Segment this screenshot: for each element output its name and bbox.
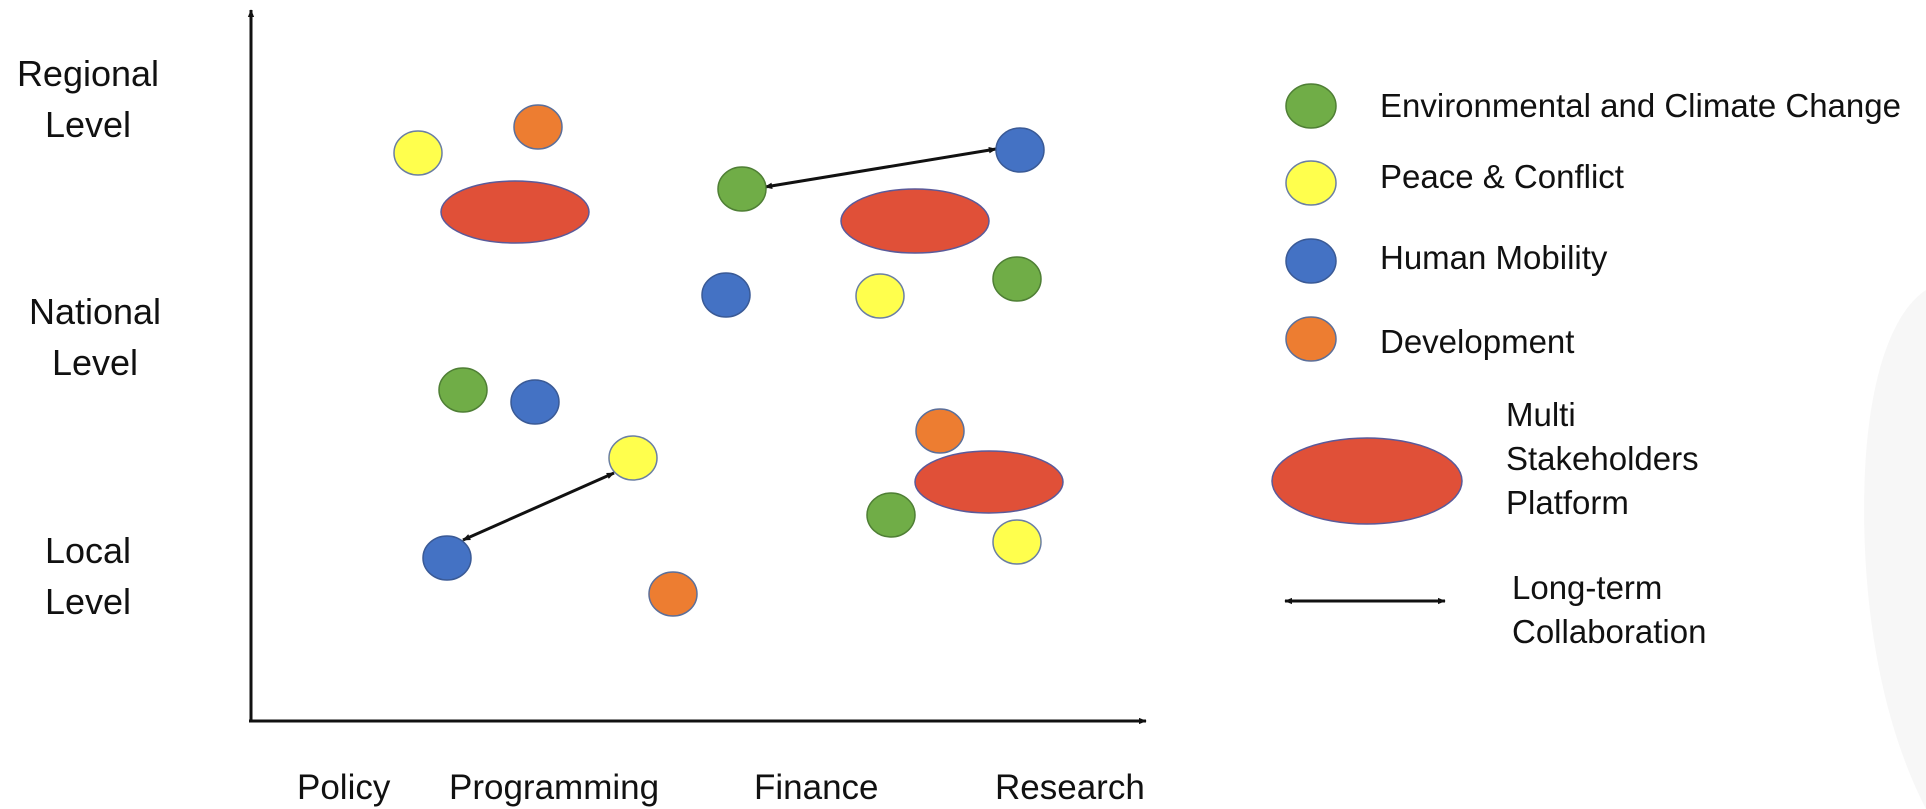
development-circle	[513, 104, 563, 150]
legend-environment-swatch	[1285, 83, 1337, 129]
peace-circle	[393, 130, 443, 176]
mobility-circle	[701, 272, 751, 318]
y-label-national-line2: Level	[51, 342, 139, 383]
platform-ellipse-finance-regional	[840, 188, 990, 254]
legend-development-label: Development	[1380, 323, 1575, 360]
environment-circle	[438, 367, 488, 413]
legend-mobility-label: Human Mobility	[1380, 239, 1608, 276]
legend-environment-label: Environmental and Climate Change	[1380, 87, 1901, 124]
y-label-local-line1: Local	[44, 530, 132, 571]
platforms	[440, 180, 1064, 514]
y-label-national-line1: National	[28, 291, 162, 332]
mobility-circle	[995, 127, 1045, 173]
x-label-research: Research	[995, 768, 1145, 807]
y-label-local: Local Level	[0, 525, 183, 627]
collaboration-arrow-regional	[764, 147, 997, 189]
mobility-circle	[422, 535, 472, 581]
legend-platform-swatch	[1271, 437, 1463, 525]
legend-mobility-swatch	[1285, 238, 1337, 284]
axes	[247, 9, 1147, 725]
collaboration-arrow-local	[462, 471, 615, 542]
legend-collaboration-label-line2: Collaboration	[1512, 613, 1707, 650]
legend-platform-label-line2: Stakeholders	[1506, 440, 1699, 477]
development-circle	[915, 408, 965, 454]
legend-peace-label: Peace & Conflict	[1380, 158, 1624, 195]
development-circle	[648, 571, 698, 617]
legend-platform-label-line3: Platform	[1506, 484, 1629, 521]
y-label-regional: Regional Level	[0, 48, 183, 150]
platform-ellipse-programming-regional	[440, 180, 590, 244]
platform-ellipse-research-local	[914, 450, 1064, 514]
y-label-regional-line2: Level	[44, 104, 132, 145]
y-label-local-line2: Level	[44, 581, 132, 622]
legend-platform-label: Multi Stakeholders Platform	[1506, 393, 1699, 525]
legend-symbols	[1271, 83, 1463, 605]
legend-peace-swatch	[1285, 160, 1337, 206]
mobility-circle	[510, 379, 560, 425]
environment-circle	[866, 492, 916, 538]
legend-platform-label-line1: Multi	[1506, 396, 1576, 433]
x-label-policy: Policy	[297, 768, 391, 807]
peace-circle	[608, 435, 658, 481]
peace-circle	[855, 273, 905, 319]
collaborations	[462, 147, 997, 542]
legend-collaboration-label: Long-term Collaboration	[1512, 566, 1706, 654]
y-label-national: National Level	[0, 286, 190, 388]
environment-circle	[992, 256, 1042, 302]
peace-circle	[992, 519, 1042, 565]
y-label-regional-line1: Regional	[16, 53, 160, 94]
environment-circle	[717, 166, 767, 212]
legend-collaboration-label-line1: Long-term	[1512, 569, 1663, 606]
actors	[393, 104, 1045, 617]
legend-development-swatch	[1285, 316, 1337, 362]
x-label-finance: Finance	[754, 768, 879, 807]
x-label-programming: Programming	[449, 768, 660, 807]
